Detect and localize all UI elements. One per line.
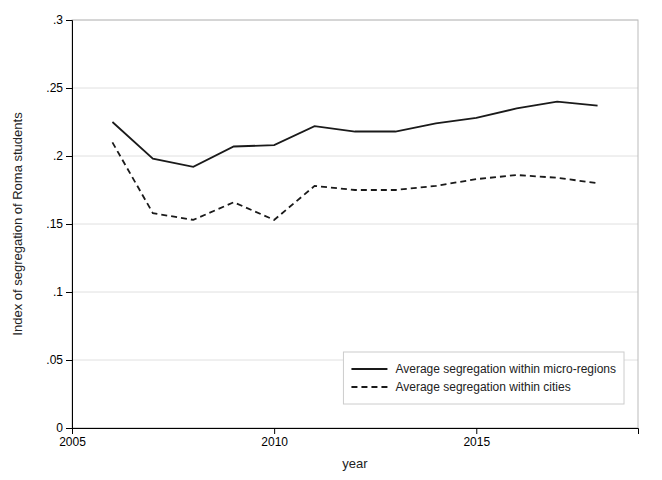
plot: 2005 2010 2015 0 .05 .1 .15 .2 .25 .3 year Index of… xyxy=(10,13,639,471)
x-tick: 2005 xyxy=(59,428,86,449)
grid-line xyxy=(72,292,638,293)
y-axis-line xyxy=(66,21,73,429)
lines xyxy=(112,102,597,220)
legend-label: Average segregation within cities xyxy=(395,380,570,394)
y-tick-mark xyxy=(66,88,72,89)
y-tick-label: .25 xyxy=(46,81,63,95)
y-tick-mark xyxy=(66,292,72,293)
y-tick-mark xyxy=(66,156,72,157)
x-tick-label: 2005 xyxy=(59,435,86,449)
x-axis-line xyxy=(73,429,639,435)
grid-line xyxy=(72,224,638,225)
grid-line xyxy=(72,156,638,157)
legend-box xyxy=(343,352,624,404)
legend-label: Average segregation within micro-regions xyxy=(395,362,616,376)
y-tick: .05 xyxy=(46,353,72,367)
legend-swatch xyxy=(351,386,387,388)
x-tick-label: 2015 xyxy=(463,435,490,449)
x-tick: 2010 xyxy=(261,428,288,449)
chart: 2005 2010 2015 0 .05 .1 .15 .2 .25 .3 year Index of… xyxy=(0,0,662,480)
legend: Average segregation within micro-regions… xyxy=(343,352,624,404)
x-tick-mark xyxy=(476,428,477,434)
x-tick: 2015 xyxy=(463,428,490,449)
x-axis: 2005 2010 2015 xyxy=(59,428,638,449)
y-tick-mark xyxy=(66,224,72,225)
series-line xyxy=(112,142,597,220)
y-tick: .25 xyxy=(46,81,72,95)
y-tick-label: .1 xyxy=(53,285,63,299)
x-tick-label: 2010 xyxy=(261,435,288,449)
series-line xyxy=(112,102,597,167)
y-tick-mark xyxy=(66,20,72,21)
y-tick-label: .15 xyxy=(46,217,63,231)
legend-swatch xyxy=(351,368,387,370)
y-tick-mark xyxy=(66,360,72,361)
y-tick-label: 0 xyxy=(56,421,63,435)
y-axis-title: Index of segregation of Roma students xyxy=(10,112,25,336)
y-axis: 0 .05 .1 .15 .2 .25 .3 xyxy=(46,13,72,435)
y-tick-label: .3 xyxy=(53,13,63,27)
plot-frame xyxy=(72,20,638,428)
grid xyxy=(72,20,638,428)
y-tick-mark xyxy=(66,428,72,429)
y-tick-label: .05 xyxy=(46,353,63,367)
y-tick: .1 xyxy=(53,285,72,299)
y-tick: .3 xyxy=(53,13,72,27)
y-tick-label: .2 xyxy=(53,149,63,163)
x-tick-mark xyxy=(274,428,275,434)
x-axis-title: year xyxy=(342,456,368,471)
y-tick: .15 xyxy=(46,217,72,231)
grid-line xyxy=(72,88,638,89)
y-tick: 0 xyxy=(56,421,72,435)
y-tick: .2 xyxy=(53,149,72,163)
